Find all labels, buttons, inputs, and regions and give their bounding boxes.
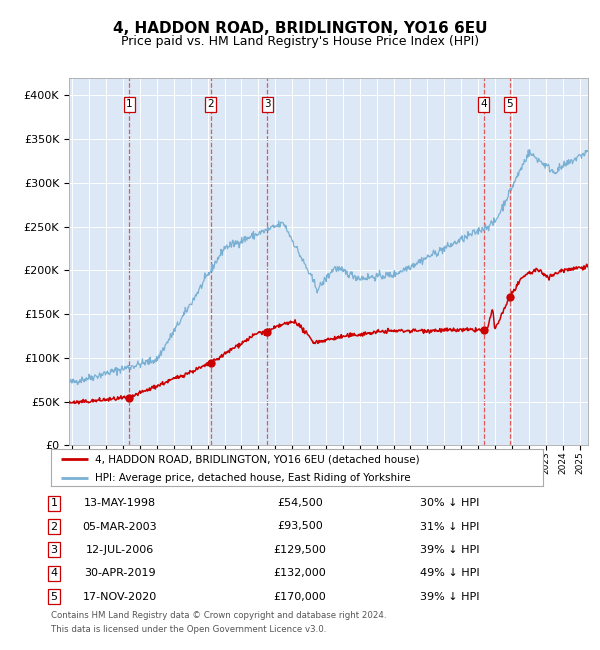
Text: 39% ↓ HPI: 39% ↓ HPI	[420, 592, 479, 602]
Text: 4: 4	[50, 568, 58, 578]
Text: 05-MAR-2003: 05-MAR-2003	[83, 521, 157, 532]
Text: Contains HM Land Registry data © Crown copyright and database right 2024.: Contains HM Land Registry data © Crown c…	[51, 611, 386, 620]
Text: £132,000: £132,000	[274, 568, 326, 578]
Text: 2: 2	[208, 99, 214, 109]
Text: This data is licensed under the Open Government Licence v3.0.: This data is licensed under the Open Gov…	[51, 625, 326, 634]
Text: 1: 1	[50, 498, 58, 508]
Text: 3: 3	[264, 99, 271, 109]
Text: £54,500: £54,500	[277, 498, 323, 508]
Text: 4, HADDON ROAD, BRIDLINGTON, YO16 6EU: 4, HADDON ROAD, BRIDLINGTON, YO16 6EU	[113, 21, 487, 36]
Text: 3: 3	[50, 545, 58, 555]
Text: £93,500: £93,500	[277, 521, 323, 532]
Text: 30% ↓ HPI: 30% ↓ HPI	[420, 498, 479, 508]
Text: 4: 4	[481, 99, 487, 109]
Text: £129,500: £129,500	[274, 545, 326, 555]
Text: Price paid vs. HM Land Registry's House Price Index (HPI): Price paid vs. HM Land Registry's House …	[121, 35, 479, 48]
Text: 30-APR-2019: 30-APR-2019	[84, 568, 156, 578]
Text: 17-NOV-2020: 17-NOV-2020	[83, 592, 157, 602]
Text: 1: 1	[126, 99, 133, 109]
Text: 4, HADDON ROAD, BRIDLINGTON, YO16 6EU (detached house): 4, HADDON ROAD, BRIDLINGTON, YO16 6EU (d…	[95, 454, 420, 464]
Text: 49% ↓ HPI: 49% ↓ HPI	[420, 568, 479, 578]
Text: HPI: Average price, detached house, East Riding of Yorkshire: HPI: Average price, detached house, East…	[95, 473, 411, 483]
Text: 5: 5	[50, 592, 58, 602]
Text: £170,000: £170,000	[274, 592, 326, 602]
Text: 13-MAY-1998: 13-MAY-1998	[84, 498, 156, 508]
Text: 39% ↓ HPI: 39% ↓ HPI	[420, 545, 479, 555]
Text: 12-JUL-2006: 12-JUL-2006	[86, 545, 154, 555]
Text: 31% ↓ HPI: 31% ↓ HPI	[420, 521, 479, 532]
Text: 5: 5	[506, 99, 513, 109]
Text: 2: 2	[50, 521, 58, 532]
